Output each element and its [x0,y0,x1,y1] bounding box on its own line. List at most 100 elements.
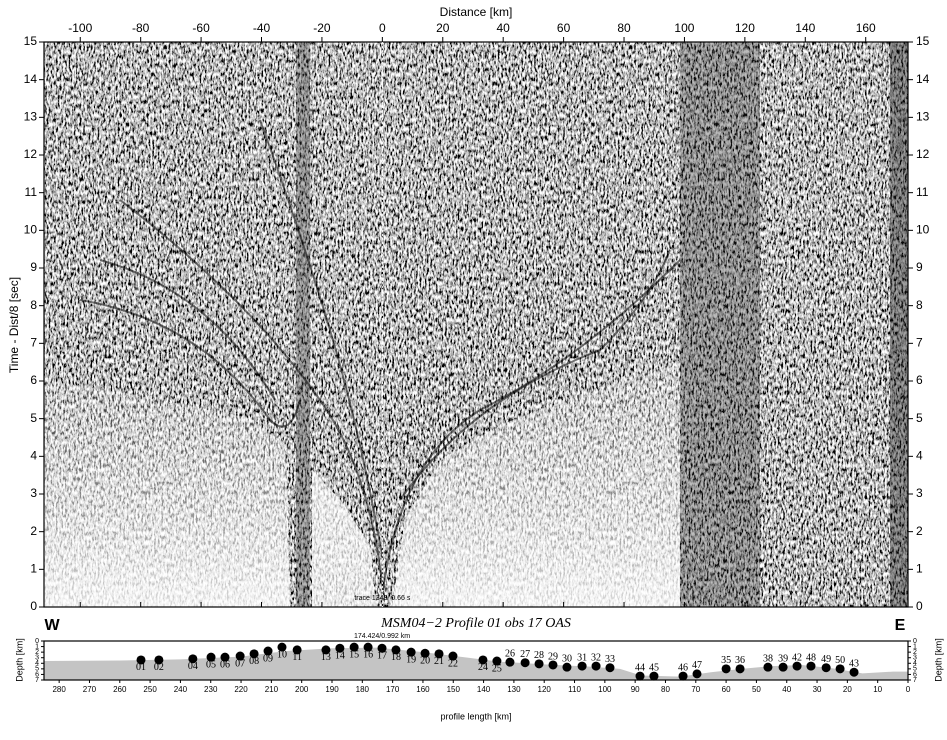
profile-title: MSM04−2 Profile 01 obs 17 OAS [380,616,571,631]
station [136,655,146,665]
x-tick-label: 200 [295,685,309,694]
station-label: 01 [136,662,146,673]
station-label: 05 [206,659,216,670]
station [406,647,416,657]
x-tick-label: -60 [192,21,210,35]
station [154,655,164,665]
station-label: 17 [377,651,387,662]
station [763,662,773,672]
y-tick-label: 0 [30,599,37,613]
y-axis-title: Time - Dist/8 [sec] [7,277,21,373]
station [692,669,702,679]
station-label: 19 [406,654,416,665]
dark-band [890,42,908,607]
station-label: 47 [692,660,702,671]
station [349,642,359,652]
station-label: 21 [434,656,444,667]
station-label: 35 [721,655,731,666]
x-tick-label: 120 [538,685,552,694]
y-tick-label: 2 [35,649,39,656]
station-label: 39 [778,653,788,664]
y-tick-label: 1 [35,643,39,650]
station [363,642,373,652]
x-tick-label: 180 [356,685,370,694]
x-axis-title: Distance [km] [440,5,513,19]
station [721,664,731,674]
light-zone [392,360,680,607]
station-label: 30 [562,653,572,664]
x-tick-label: 70 [691,685,700,694]
y-tick-label-right: 12 [916,147,930,161]
station [434,649,444,659]
plot-frame [43,41,909,608]
station [605,663,615,673]
station-label: 15 [349,649,359,660]
dark-band [680,42,760,607]
station-label: 08 [249,656,259,667]
x-tick-label: 50 [752,685,761,694]
station [505,657,515,667]
y-tick-label: 7 [35,677,39,684]
x-tick-label: 80 [617,21,631,35]
station [206,652,216,662]
y-tick-label-right: 8 [916,298,923,312]
x-tick-label: 170 [386,685,400,694]
y-tick-label-right: 3 [916,486,923,500]
station-label: 26 [505,648,515,659]
y-tick-label-right: 3 [913,655,917,662]
station [635,671,645,681]
station [448,651,458,661]
station [562,662,572,672]
y-tick-label: 4 [30,449,37,463]
x-tick-label: 190 [325,685,339,694]
y-tick-label: 12 [24,147,38,161]
station [835,664,845,674]
station-label: 13 [321,652,331,663]
station-label: 45 [649,662,659,673]
annotation: trace 1343/ 0.66 s [354,595,411,602]
station [321,645,331,655]
y-tick-label: 5 [35,666,39,673]
station-label: 06 [220,659,230,670]
x-tick-label: -20 [313,21,331,35]
y-tick-label: 7 [30,336,37,350]
station [649,671,659,681]
station [292,645,302,655]
profile-x-title: profile length [km] [440,711,511,721]
y-tick-label-right: 0 [913,638,917,645]
station-label: 33 [605,654,615,665]
station-label: 14 [335,651,345,662]
reflection [399,249,671,501]
y-tick-label: 9 [30,260,37,274]
station [478,655,488,665]
station-label: 09 [263,653,273,664]
station [277,642,287,652]
station-label: 24 [478,662,488,673]
station-label: 11 [292,652,302,663]
y-tick-label-right: 0 [916,599,923,613]
x-tick-label: 100 [674,21,694,35]
station-label: 49 [821,654,831,665]
station-label: 32 [591,652,601,663]
reflection [259,119,384,561]
x-tick-label: -40 [253,21,271,35]
station-label: 20 [420,656,430,667]
station [391,645,401,655]
x-tick-label: 210 [265,685,279,694]
y-tick-label-right: 1 [916,562,923,576]
station-label: 38 [763,653,773,664]
y-tick-label-right: 1 [913,643,917,650]
profile-frame [43,640,909,681]
reflection [99,259,276,401]
y-tick-label: 3 [35,655,39,662]
x-tick-label: 160 [856,21,876,35]
y-tick-label-right: 9 [916,260,923,274]
annotation: 174.424/0.992 km [354,633,410,640]
y-tick-label-right: 4 [916,449,923,463]
reflections [79,119,681,591]
station-label: 46 [678,662,688,673]
x-tick-label: -100 [68,21,92,35]
station [792,661,802,671]
x-tick-label: 40 [782,685,791,694]
y-tick-label-right: 11 [916,185,929,199]
